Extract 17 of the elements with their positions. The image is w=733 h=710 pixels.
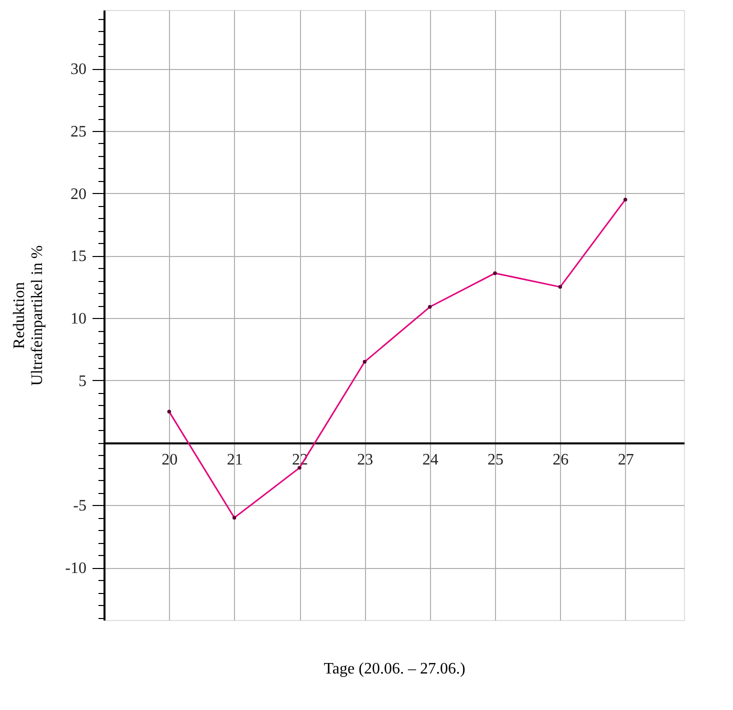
y-tick-label: 25 [70, 124, 86, 140]
y-tick-label: 20 [70, 186, 86, 203]
y-tick-label: 15 [70, 248, 86, 266]
y-tick-label: -5 [73, 498, 86, 515]
y-axis-title: Reduktion Ultrafeinpartikel in % [11, 245, 46, 386]
x-tick-label: 21 [226, 451, 243, 468]
x-tick-label: 25 [488, 451, 504, 468]
y-tick-label: 5 [78, 372, 86, 390]
x-tick-label: 26 [552, 451, 569, 468]
y-tick-label: 30 [70, 61, 86, 78]
x-tick-label: 23 [357, 451, 374, 468]
x-axis-title: Tage (20.06. – 27.06.) [324, 660, 466, 678]
x-tick-label: 27 [618, 451, 634, 468]
y-tick-label: 10 [70, 310, 86, 328]
x-tick-label: 20 [162, 451, 178, 468]
y-tick-label: -10 [65, 560, 86, 578]
x-tick-label: 24 [422, 451, 438, 468]
